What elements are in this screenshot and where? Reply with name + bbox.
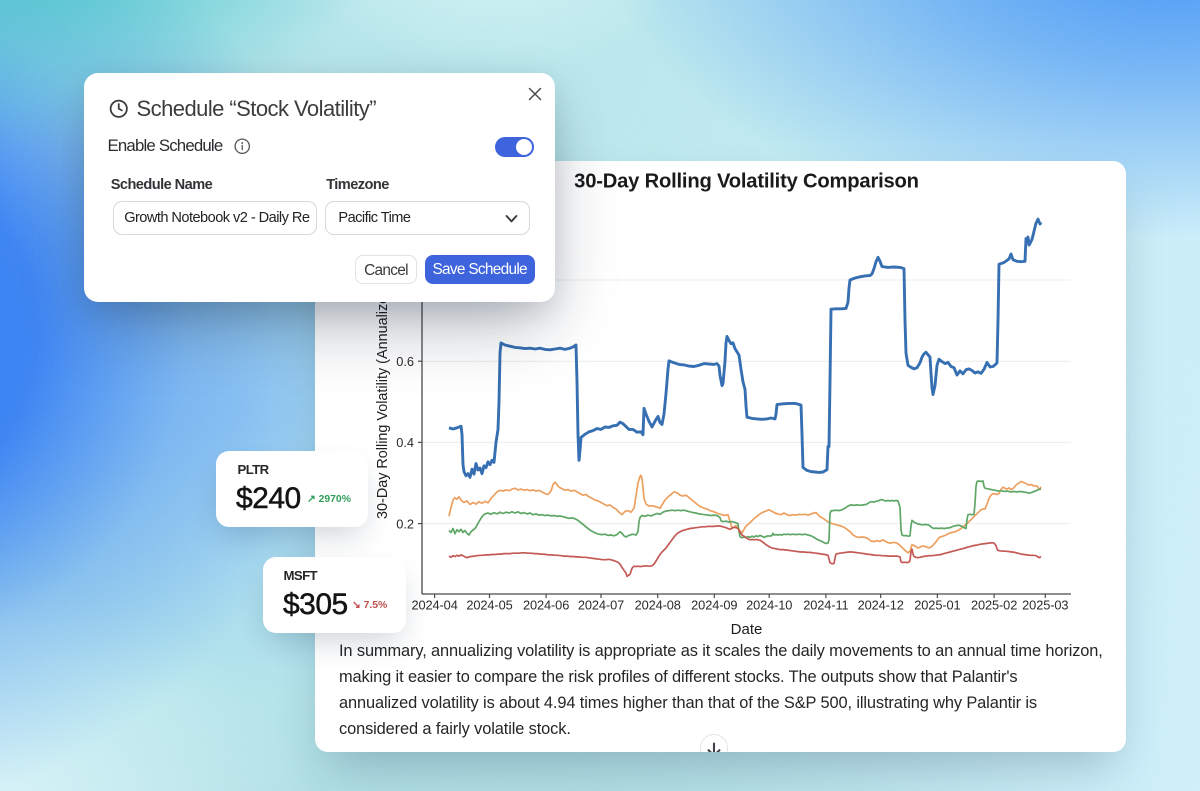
svg-text:2024-08: 2024-08 [635, 598, 681, 613]
svg-text:0.6: 0.6 [396, 354, 414, 369]
svg-text:0.2: 0.2 [396, 516, 414, 531]
svg-text:2025-02: 2025-02 [971, 598, 1017, 613]
svg-text:30-Day Rolling Volatility (Ann: 30-Day Rolling Volatility (Annualized) [375, 283, 391, 519]
svg-text:2024-05: 2024-05 [466, 598, 512, 613]
svg-text:Date: Date [731, 621, 763, 638]
svg-text:2025-03: 2025-03 [1022, 598, 1068, 613]
svg-text:2024-09: 2024-09 [691, 598, 737, 613]
svg-text:2024-07: 2024-07 [578, 598, 624, 613]
svg-text:2024-10: 2024-10 [746, 598, 792, 613]
svg-text:2024-11: 2024-11 [803, 598, 848, 613]
svg-text:2025-01: 2025-01 [914, 598, 960, 613]
svg-text:0.4: 0.4 [396, 435, 414, 450]
svg-text:2024-06: 2024-06 [523, 598, 569, 613]
svg-text:2024-12: 2024-12 [858, 598, 904, 613]
svg-text:2024-04: 2024-04 [411, 598, 457, 613]
svg-text:30-Day Rolling Volatility Comp: 30-Day Rolling Volatility Comparison [574, 171, 919, 193]
